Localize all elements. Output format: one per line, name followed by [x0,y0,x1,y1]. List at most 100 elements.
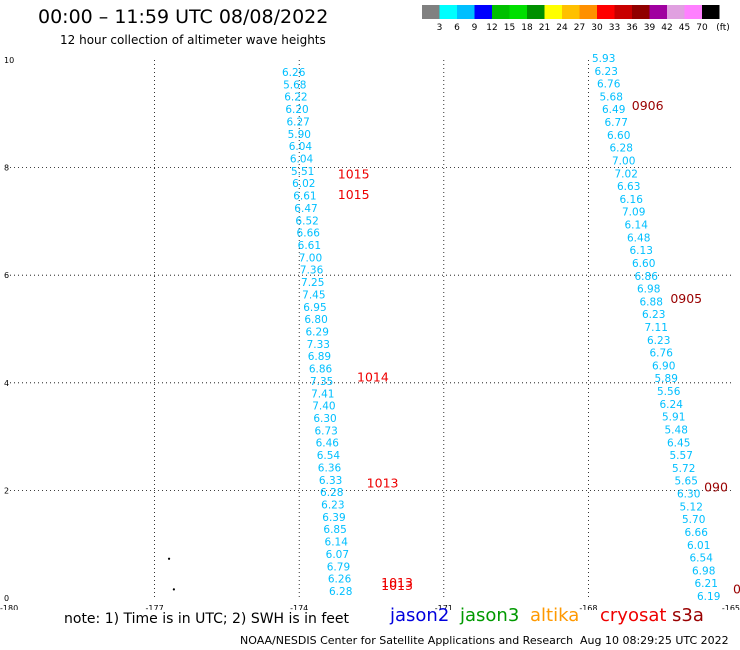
legend-swatch [527,5,545,19]
track-b-reading: 5.72 [672,463,695,475]
track-a-reading: 6.52 [295,215,318,227]
time-label: 0905 [670,291,702,306]
track-a-reading: 7.00 [299,252,322,264]
track-a-reading: 6.39 [322,512,345,524]
track-b-reading: 6.16 [620,194,644,206]
page-subtitle: 12 hour collection of altimeter wave hei… [60,33,326,47]
data-point [167,557,171,560]
track-b-reading: 6.49 [602,104,625,116]
track-b-reading: 6.14 [625,220,649,232]
legend-unit: (ft) [716,23,730,33]
track-b-reading: 6.19 [697,591,720,603]
legend-swatch [422,5,440,19]
track-b-reading: 6.45 [667,437,690,449]
track-b-reading: 5.57 [670,450,693,462]
track-b-reading: 5.56 [657,386,681,398]
track-a-reading: 6.28 [329,586,352,598]
legend-label: 39 [644,23,656,33]
track-b-reading: 6.76 [650,348,674,360]
track-b-reading: 6.30 [677,489,700,501]
track-b-reading: 6.66 [685,527,709,539]
track-b-reading: 7.11 [645,322,668,334]
y-tick-label: 0 [4,594,9,603]
y-tick-label: 8 [4,164,9,173]
time-label: 0906 [632,98,664,113]
legend-swatch [597,5,615,19]
track-b-reading: 5.68 [600,91,623,103]
track-b-reading: 6.13 [630,245,653,257]
track-b-reading: 5.70 [682,514,705,526]
track-a-reading: 6.23 [321,500,344,512]
track-a-reading: 6.66 [297,228,321,240]
legend-label: 6 [454,23,460,33]
y-tick-label: 4 [4,379,9,388]
track-a-reading: 6.22 [284,92,307,104]
track-a-reading: 6.46 [316,438,340,450]
track-a-reading: 5.68 [283,79,306,91]
track-a-reading: 6.29 [306,327,329,339]
legend-swatch [562,5,580,19]
track-a-reading: 6.61 [293,191,316,203]
x-tick-label: -165 [722,604,740,610]
legend-label: 70 [696,23,708,33]
track-a-reading: 6.26 [282,67,306,79]
track-a-reading: 7.25 [301,277,324,289]
legend-swatch [579,5,597,19]
legend-swatch [649,5,667,19]
track-a-reading: 6.61 [298,240,321,252]
x-tick-label: -177 [146,604,164,610]
legend-label: 33 [609,23,620,33]
time-label: 0 [733,582,740,597]
track-a-reading: 6.86 [309,364,333,376]
legend-swatch [684,5,702,19]
track-a-reading: 7.35 [310,376,333,388]
track-b-reading: 6.23 [642,309,665,321]
track-a-reading: 6.73 [314,425,337,437]
page-title: 00:00 – 11:59 UTC 08/08/2022 [38,6,329,28]
track-b-reading: 5.91 [662,412,685,424]
track-a-reading: 5.51 [291,166,314,178]
time-label: 1013 [367,476,399,491]
track-b-reading: 6.76 [597,79,621,91]
track-b-reading: 6.98 [692,565,715,577]
track-a-reading: 7.33 [307,339,330,351]
track-b-reading: 5.65 [675,476,698,488]
footer-note: note: 1) Time is in UTC; 2) SWH is in fe… [64,611,350,627]
track-b-reading: 6.23 [595,66,618,78]
track-b-reading: 6.48 [627,232,650,244]
time-label: 1015 [338,166,370,181]
legend-label: 12 [486,23,497,33]
legend-label: 45 [679,23,690,33]
time-label: 1013 [381,575,413,590]
track-b-reading: 5.48 [665,424,688,436]
track-b-reading: 5.89 [655,373,678,385]
x-tick-label: -180 [0,604,18,610]
track-a-reading: 7.36 [300,265,324,277]
track-b-reading: 6.60 [632,258,655,270]
legend-label: 21 [539,23,550,33]
y-tick-label: 6 [4,271,9,280]
satellite-jason2: jason2 [390,605,450,626]
track-b-reading: 7.02 [615,168,638,180]
legend-label: 15 [504,23,515,33]
legend-label: 9 [472,23,478,33]
y-tick-label: 10 [4,56,14,65]
track-a-reading: 6.95 [303,302,326,314]
track-a-reading: 7.45 [302,289,325,301]
track-a-reading: 6.26 [328,574,352,586]
track-a-reading: 6.89 [308,351,331,363]
track-b-reading: 7.09 [622,207,645,219]
legend-label: 42 [661,23,672,33]
track-a-reading: 6.33 [319,475,342,487]
legend-label: 27 [574,23,585,33]
credit-line: NOAA/NESDIS Center for Satellite Applica… [240,634,574,647]
satellite-s3a: s3a [672,605,704,626]
track-a-reading: 6.02 [292,178,315,190]
generation-timestamp: Aug 10 08:29:25 UTC 2022 [580,634,729,647]
legend-swatch [702,5,720,19]
track-a-reading: 6.28 [320,487,343,499]
track-a-reading: 6.54 [317,450,341,462]
track-b-reading: 6.60 [607,130,630,142]
satellite-cryosat: cryosat [600,605,667,626]
legend-swatch [544,5,562,19]
